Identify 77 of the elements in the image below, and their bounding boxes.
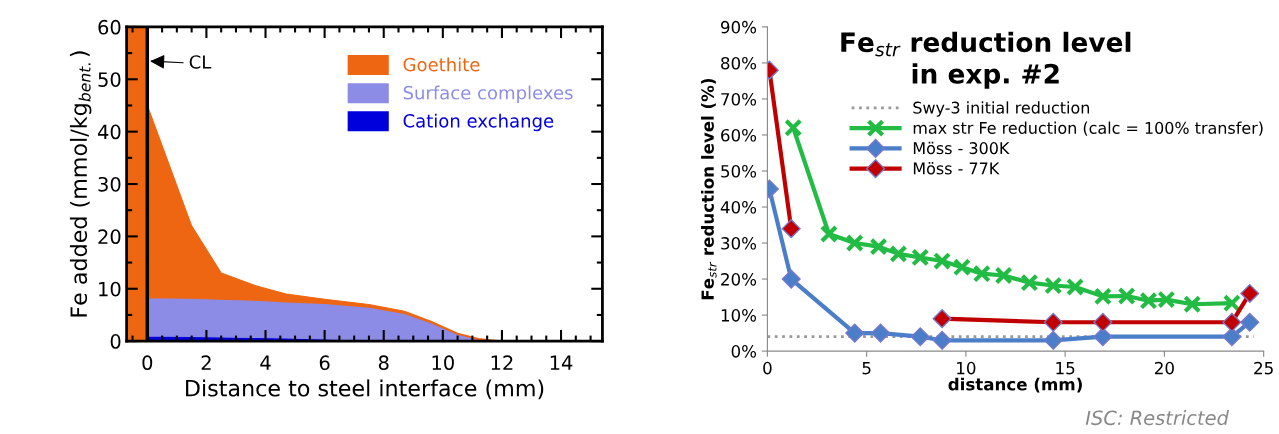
y-tick-label: 90% <box>720 20 757 34</box>
point <box>1222 294 1241 313</box>
x-tick-label: 0 <box>763 361 772 375</box>
text: Fe$_{str}$ reduction level in exp. #2 <box>841 31 1131 89</box>
point <box>1222 327 1242 347</box>
point <box>1043 312 1063 332</box>
y-tick-label: 50 <box>98 72 121 87</box>
y-tick-label: 0% <box>731 345 757 358</box>
y-tick-label: 60% <box>721 128 757 142</box>
x-tick-label: 8 <box>378 355 389 371</box>
x-axis-title: distance (mm) <box>948 377 1082 393</box>
point <box>952 258 971 277</box>
legend-label: max str Fe reduction (calc = 100% transfer) <box>913 121 1263 136</box>
y-tick-label: 10% <box>721 309 757 322</box>
x-tick-label: 14 <box>550 355 573 370</box>
y-tick-label: 40 <box>97 124 121 140</box>
y-tick-label: 40% <box>720 200 757 214</box>
y-tick-label: 30 <box>98 176 121 192</box>
point <box>871 323 891 343</box>
legend-label: Surface complexes <box>403 85 573 104</box>
y-axis-title: Fe added (mmol/kg$_{bent.}$) <box>69 51 92 317</box>
x-tick-label: 6 <box>319 355 330 371</box>
point <box>784 118 803 137</box>
point <box>933 252 952 271</box>
x-tick-label: 15 <box>1056 362 1075 375</box>
annotation: CL <box>189 55 212 69</box>
point <box>845 234 864 253</box>
x-tick-label: 0 <box>142 355 153 371</box>
point <box>1183 295 1202 314</box>
point <box>911 248 930 267</box>
legend-label: Möss - 300K <box>913 141 1010 155</box>
point <box>1240 283 1260 304</box>
legend-label: Cation exchange <box>403 113 554 132</box>
point <box>932 309 952 329</box>
y-tick-label: 20 <box>98 229 121 245</box>
point <box>910 327 930 347</box>
x-tick-label: 4 <box>260 355 271 370</box>
point <box>932 330 952 350</box>
y-tick-label: 0 <box>110 334 121 349</box>
text: ISC: Restricted <box>1085 410 1229 426</box>
x-tick-label: 10 <box>957 361 976 375</box>
legend-label: Möss - 77K <box>913 162 1000 175</box>
point <box>1093 312 1113 332</box>
x-axis-title: Distance to steel interface (mm) <box>186 379 544 400</box>
point <box>1044 276 1063 295</box>
point <box>1240 312 1260 332</box>
point <box>994 266 1013 285</box>
x-tick-label: 12 <box>491 355 513 370</box>
point <box>889 244 908 263</box>
x-tick-label: 2 <box>201 355 211 370</box>
y-tick-label: 20% <box>721 273 757 286</box>
x-tick-label: 25 <box>1254 361 1273 375</box>
y-tick-label: 50% <box>721 164 757 178</box>
legend-label: Swy-3 initial reduction <box>913 101 1090 117</box>
point <box>1117 286 1136 306</box>
point <box>819 225 838 244</box>
y-tick-label: 30% <box>721 237 757 250</box>
point <box>845 323 865 343</box>
point <box>869 237 888 256</box>
x-tick-label: 20 <box>1155 361 1174 375</box>
x-tick-label: 10 <box>432 355 454 371</box>
point <box>1066 277 1085 297</box>
y-tick-label: 70% <box>721 92 757 106</box>
x-tick-label: 5 <box>862 362 871 375</box>
point <box>972 264 991 283</box>
legend-label: Goethite <box>403 57 480 72</box>
point <box>1093 287 1112 306</box>
point <box>781 219 801 239</box>
point <box>1043 330 1063 350</box>
y-tick-label: 10 <box>99 281 121 297</box>
point <box>1093 327 1113 347</box>
y-axis-title: Fe$_{str}$ reduction level (%) <box>701 78 717 300</box>
y-tick-label: 60 <box>98 19 121 35</box>
point <box>1020 273 1039 292</box>
y-tick-label: 80% <box>721 56 757 70</box>
point <box>781 269 801 289</box>
point <box>1222 312 1242 332</box>
